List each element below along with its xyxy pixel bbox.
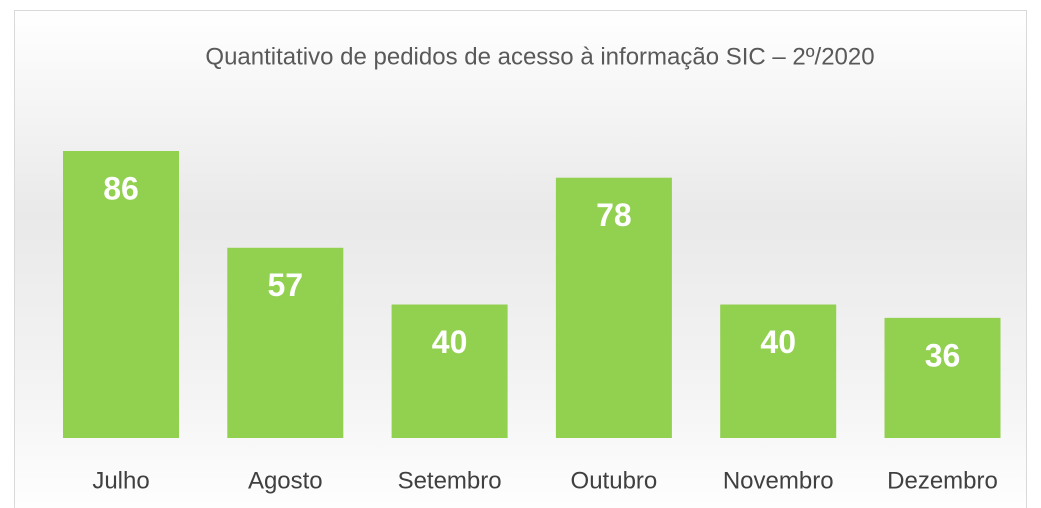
x-tick-label: Dezembro [887,467,998,494]
value-label: 40 [760,324,796,360]
bar [227,247,344,438]
x-tick-label: Setembro [398,467,502,494]
bar [720,304,837,438]
bar [884,317,1001,438]
bar [555,177,672,438]
bar [63,151,179,438]
chart-title: Quantitativo de pedidos de acesso à info… [205,43,874,70]
value-label: 36 [925,337,961,373]
value-label: 40 [432,324,468,360]
x-tick-label: Novembro [723,467,834,494]
value-label: 86 [103,170,139,206]
value-label: 78 [596,197,632,233]
chart-area [14,10,1027,508]
x-tick-label: Outubro [571,467,658,494]
bar [391,304,508,438]
value-label: 57 [268,267,304,303]
x-tick-label: Julho [92,467,149,494]
x-tick-label: Agosto [248,467,323,494]
